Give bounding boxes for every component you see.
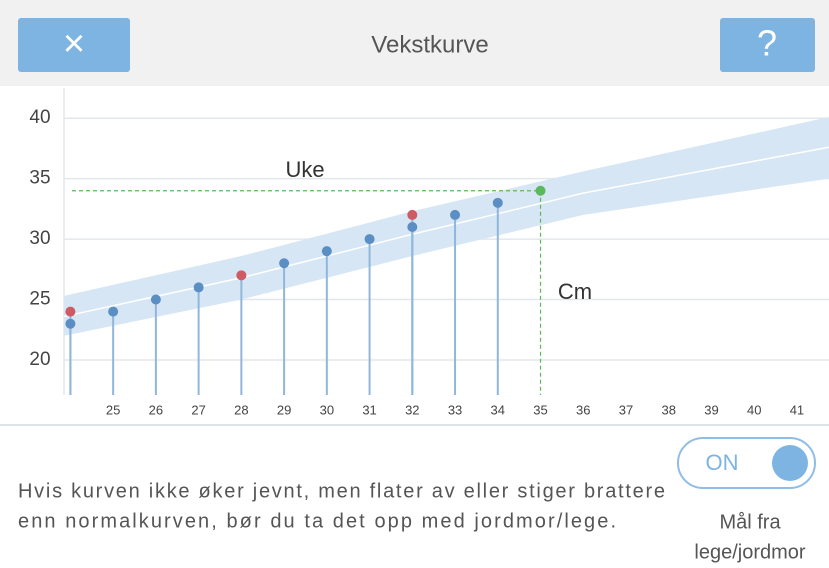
x-tick-label: 35: [533, 402, 547, 417]
point: [65, 306, 76, 317]
info-text: enn normalkurven, bør du ta det opp med …: [18, 510, 616, 532]
toggle-knob[interactable]: [772, 445, 808, 481]
y-tick-label: 40: [29, 107, 50, 128]
close-icon[interactable]: ×: [63, 23, 85, 65]
chart: 20 25 30 35 40 25 26 27 28 29 30 31 32 33 34 35 36 37 38 39…: [29, 88, 829, 417]
toggle-text[interactable]: ON: [706, 450, 739, 475]
x-tick-label: 25: [106, 402, 120, 417]
point: [407, 221, 418, 232]
point: [193, 282, 204, 293]
x-tick-label: 28: [234, 402, 248, 417]
point: [279, 258, 290, 269]
current-point: [535, 185, 546, 196]
point: [364, 234, 375, 245]
point: [108, 306, 119, 317]
toggle-label: lege/jordmor: [694, 541, 806, 563]
x-tick-label: 32: [405, 402, 419, 417]
x-tick-label: 26: [149, 402, 163, 417]
toggle-label: Mål fra: [719, 511, 781, 533]
point: [236, 270, 247, 281]
point: [65, 318, 76, 329]
top-bar: [0, 0, 829, 86]
x-tick-label: 39: [704, 402, 718, 417]
annotation: Cm: [558, 279, 592, 304]
x-tick-label: 33: [448, 402, 462, 417]
x-tick-label: 27: [191, 402, 205, 417]
x-tick-label: 40: [747, 402, 761, 417]
point: [407, 209, 418, 220]
help-icon[interactable]: ?: [757, 23, 777, 64]
x-tick-label: 36: [576, 402, 590, 417]
close-button[interactable]: [18, 18, 130, 72]
y-tick-label: 30: [29, 228, 50, 249]
point: [321, 246, 332, 257]
info-text: Hvis kurven ikke øker jevnt, men flater …: [18, 480, 665, 502]
point: [450, 209, 461, 220]
y-tick-label: 25: [29, 289, 50, 310]
x-tick-label: 41: [790, 402, 804, 417]
help-button[interactable]: [720, 18, 815, 72]
point: [150, 294, 161, 305]
x-tick-label: 30: [320, 402, 334, 417]
y-tick-label: 35: [29, 168, 50, 189]
x-tick-label: 37: [619, 402, 633, 417]
point: [492, 197, 503, 208]
x-tick-label: 31: [362, 402, 376, 417]
x-tick-label: 29: [277, 402, 291, 417]
annotation: Uke: [285, 157, 324, 182]
y-tick-label: 20: [29, 349, 50, 370]
title: Vekstkurve: [371, 31, 488, 58]
x-tick-label: 38: [662, 402, 676, 417]
x-tick-label: 34: [491, 402, 505, 417]
